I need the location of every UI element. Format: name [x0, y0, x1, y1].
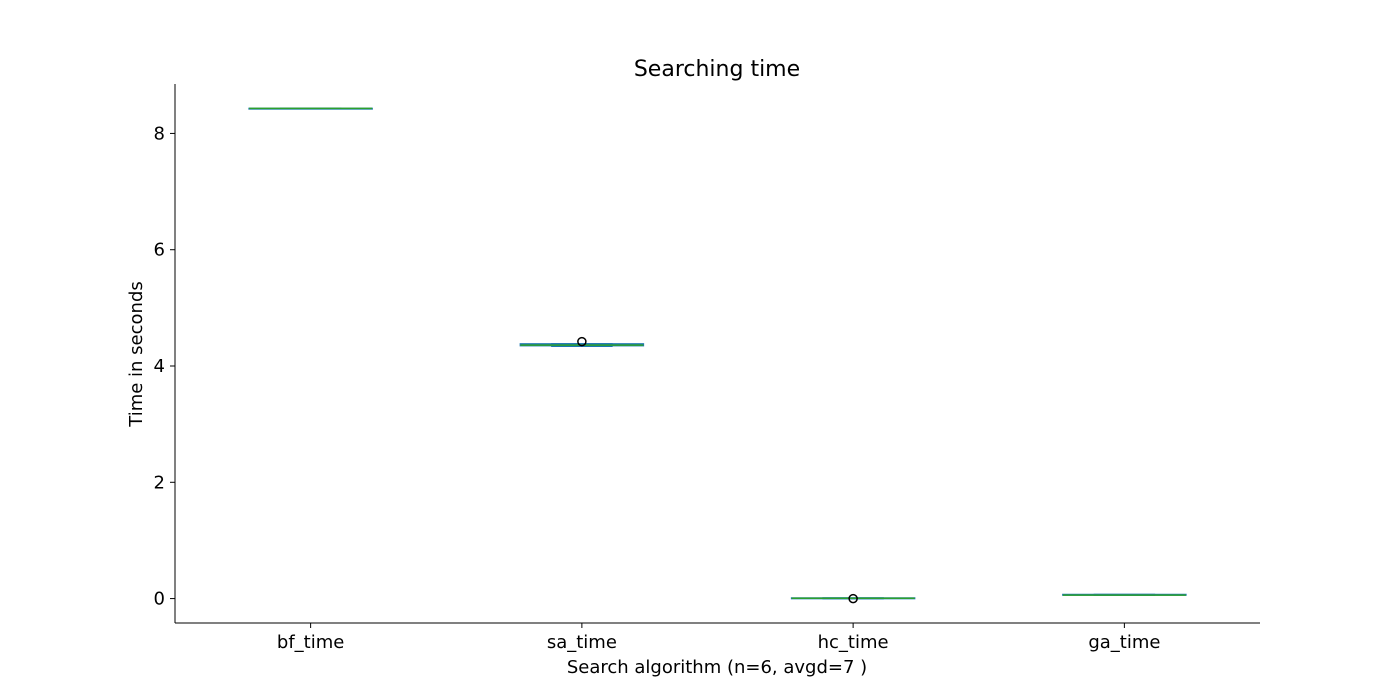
outlier-point	[577, 336, 587, 347]
plot-area	[248, 107, 1187, 604]
y-tick-label: 8	[154, 123, 165, 144]
y-axis-label: Time in seconds	[126, 281, 147, 427]
x-tick-label: ga_time	[1088, 632, 1160, 653]
x-tick-label: hc_time	[818, 632, 889, 653]
chart-title: Searching time	[634, 57, 800, 82]
y-tick-label: 0	[154, 589, 165, 610]
x-ticks: bf_time sa_time hc_time ga_time	[277, 623, 1160, 653]
y-tick-label: 4	[154, 356, 165, 377]
x-axis-label: Search algorithm (n=6, avgd=7 )	[567, 657, 867, 678]
box-sa_time	[519, 336, 645, 347]
y-tick-label: 2	[154, 472, 165, 493]
y-tick-label: 6	[154, 240, 165, 261]
box-bf_time	[248, 107, 373, 110]
x-tick-label: bf_time	[277, 632, 344, 653]
box-hc_time	[790, 593, 916, 604]
y-ticks: 0 2 4 6 8	[154, 123, 175, 610]
x-tick-label: sa_time	[547, 632, 617, 653]
box-ga_time	[1062, 593, 1187, 596]
outlier-point	[848, 593, 858, 604]
